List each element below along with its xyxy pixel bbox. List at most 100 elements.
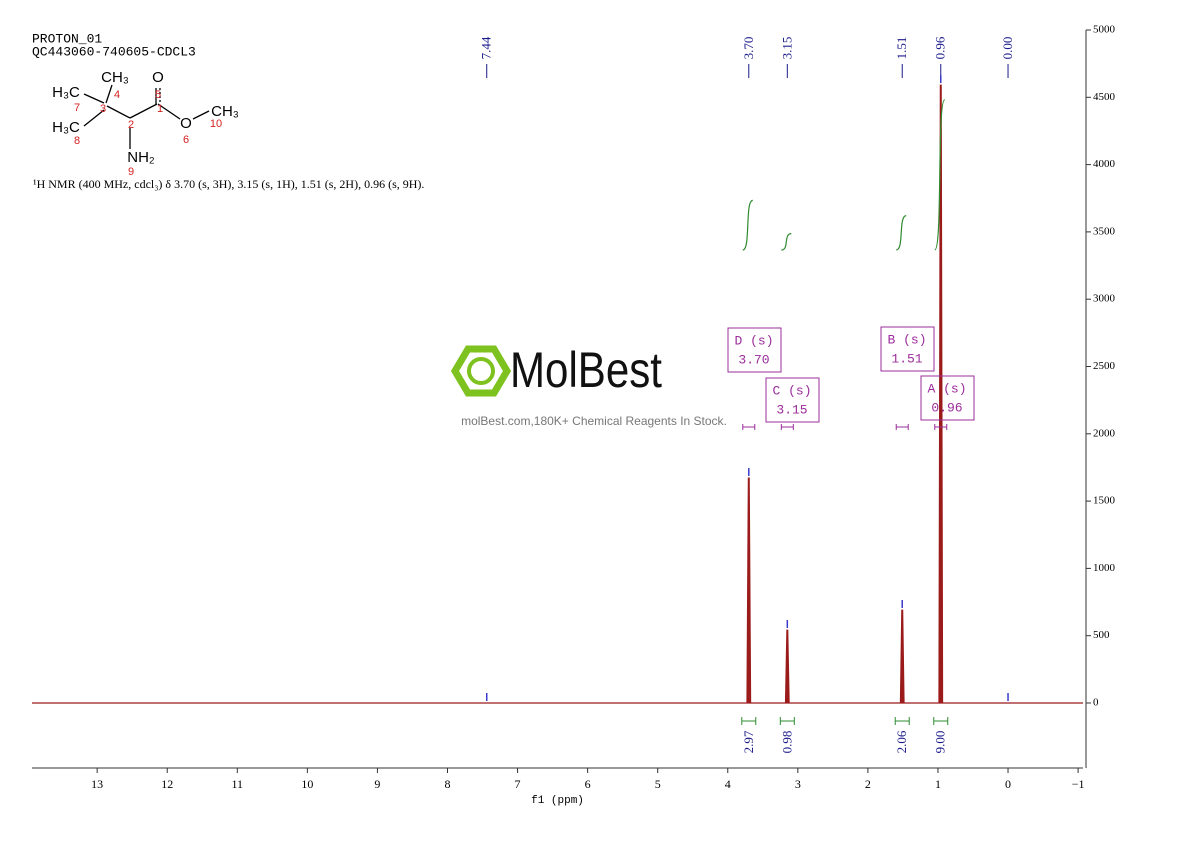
peak-label: 7.44 [479, 36, 494, 59]
atom-number: 4 [114, 89, 120, 101]
bond [83, 93, 105, 104]
integral-label: 2.97 [741, 730, 756, 753]
x-tick-label: 2 [865, 777, 871, 791]
multiplet-name: A (s) [927, 381, 966, 396]
atom-number: 10 [210, 118, 222, 130]
x-tick-label: 1 [935, 777, 941, 791]
y-tick-label: 1500 [1093, 495, 1116, 507]
atom-number: 2 [128, 119, 134, 131]
integral-label: 0.98 [779, 731, 794, 754]
structure-bonds [83, 84, 210, 149]
bond [129, 103, 158, 119]
y-tick-label: 3000 [1093, 293, 1116, 305]
header-line: PROTON_01 [32, 31, 102, 46]
peak [938, 84, 944, 703]
y-tick-label: 2500 [1093, 360, 1116, 372]
atom-number: 3 [100, 103, 106, 115]
peak-label: 3.70 [741, 37, 756, 60]
bond [105, 84, 113, 104]
header-line: QC443060-740605-CDCL3 [32, 44, 196, 59]
integral-range [894, 717, 910, 725]
y-tick-label: 4000 [1093, 158, 1116, 170]
multiplet-name: D (s) [734, 333, 773, 348]
x-tick-label: 6 [585, 777, 591, 791]
atom-number: 8 [74, 135, 80, 147]
multiplet-name: B (s) [887, 332, 926, 347]
watermark-tagline: molBest.com,180K+ Chemical Reagents In S… [461, 414, 727, 428]
bond [192, 110, 210, 120]
multiplet-box [920, 375, 975, 421]
peak-label: 1.51 [894, 37, 909, 60]
multiplet-range [934, 424, 948, 430]
atom-label: CH₃ [101, 69, 129, 86]
atom-label: CH₃ [211, 103, 239, 120]
multiplet-box [880, 326, 935, 372]
x-tick-label: 5 [655, 777, 661, 791]
integral-range [741, 717, 757, 725]
peak [784, 629, 790, 703]
nmr-description: ¹H NMR (400 MHz, cdcl₃) δ 3.70 (s, 3H), … [33, 177, 424, 191]
y-tick-label: 5000 [1093, 24, 1116, 36]
x-tick-label: 9 [374, 777, 380, 791]
integral-curve [781, 233, 792, 251]
bond [157, 103, 181, 120]
x-tick-label: 4 [725, 777, 731, 791]
multiplet-shift: 3.70 [738, 352, 769, 367]
bond [83, 109, 105, 127]
y-tick-label: 2000 [1093, 427, 1116, 439]
integral-curve [895, 214, 907, 251]
bond [106, 105, 131, 119]
y-tick-label: 3500 [1093, 225, 1116, 237]
y-tick-label: 0 [1093, 697, 1099, 709]
multiplet-shift: 0.96 [931, 400, 962, 415]
multiplet-shift: 3.15 [776, 402, 807, 417]
x-tick-label: 12 [161, 777, 173, 791]
logo-ring [467, 357, 495, 385]
multiplet-name: C (s) [772, 383, 811, 398]
peak-label: 0.96 [933, 36, 948, 59]
atom-number: 5 [155, 89, 161, 101]
atom-label: H₃C [52, 84, 80, 101]
atom-number: 6 [183, 134, 189, 146]
logo-hexagon [450, 345, 512, 397]
multiplet-box [727, 327, 782, 373]
atom-number: 9 [128, 166, 134, 178]
integral-curve [934, 99, 946, 251]
x-tick-label: 3 [795, 777, 801, 791]
atom-number: 1 [157, 103, 163, 115]
y-tick-label: 500 [1093, 629, 1110, 641]
x-tick-label: −1 [1072, 777, 1085, 791]
atom-label: O [152, 69, 164, 86]
integral-range [779, 717, 795, 725]
x-tick-label: 11 [232, 777, 244, 791]
atom-label: NH₂ [127, 149, 155, 166]
multiplet-range [895, 424, 909, 430]
atom-label: O [180, 115, 192, 132]
multiplet-shift: 1.51 [891, 351, 922, 366]
peak [899, 609, 905, 703]
integral-label: 9.00 [933, 731, 948, 754]
peak [746, 477, 752, 703]
x-tick-label: 10 [301, 777, 313, 791]
integral-curve [742, 199, 754, 251]
y-tick-label: 1000 [1093, 562, 1116, 574]
watermark-logo: MolBest [510, 342, 662, 398]
x-tick-label: 8 [444, 777, 450, 791]
peak-label: 3.15 [779, 37, 794, 60]
integral-label: 2.06 [894, 730, 909, 753]
x-tick-label: 7 [515, 777, 521, 791]
watermark [450, 345, 512, 397]
multiplet-box [765, 377, 820, 423]
x-tick-label: 0 [1005, 777, 1011, 791]
integral-range [933, 717, 949, 725]
multiplet-range [742, 424, 756, 430]
x-tick-label: 13 [91, 777, 103, 791]
atom-number: 7 [74, 102, 80, 114]
peak-label: 0.00 [1000, 37, 1015, 60]
multiplet-range [780, 424, 794, 430]
x-axis-label: f1 (ppm) [531, 795, 584, 807]
atom-label: H₃C [52, 119, 80, 136]
y-tick-label: 4500 [1093, 91, 1116, 103]
